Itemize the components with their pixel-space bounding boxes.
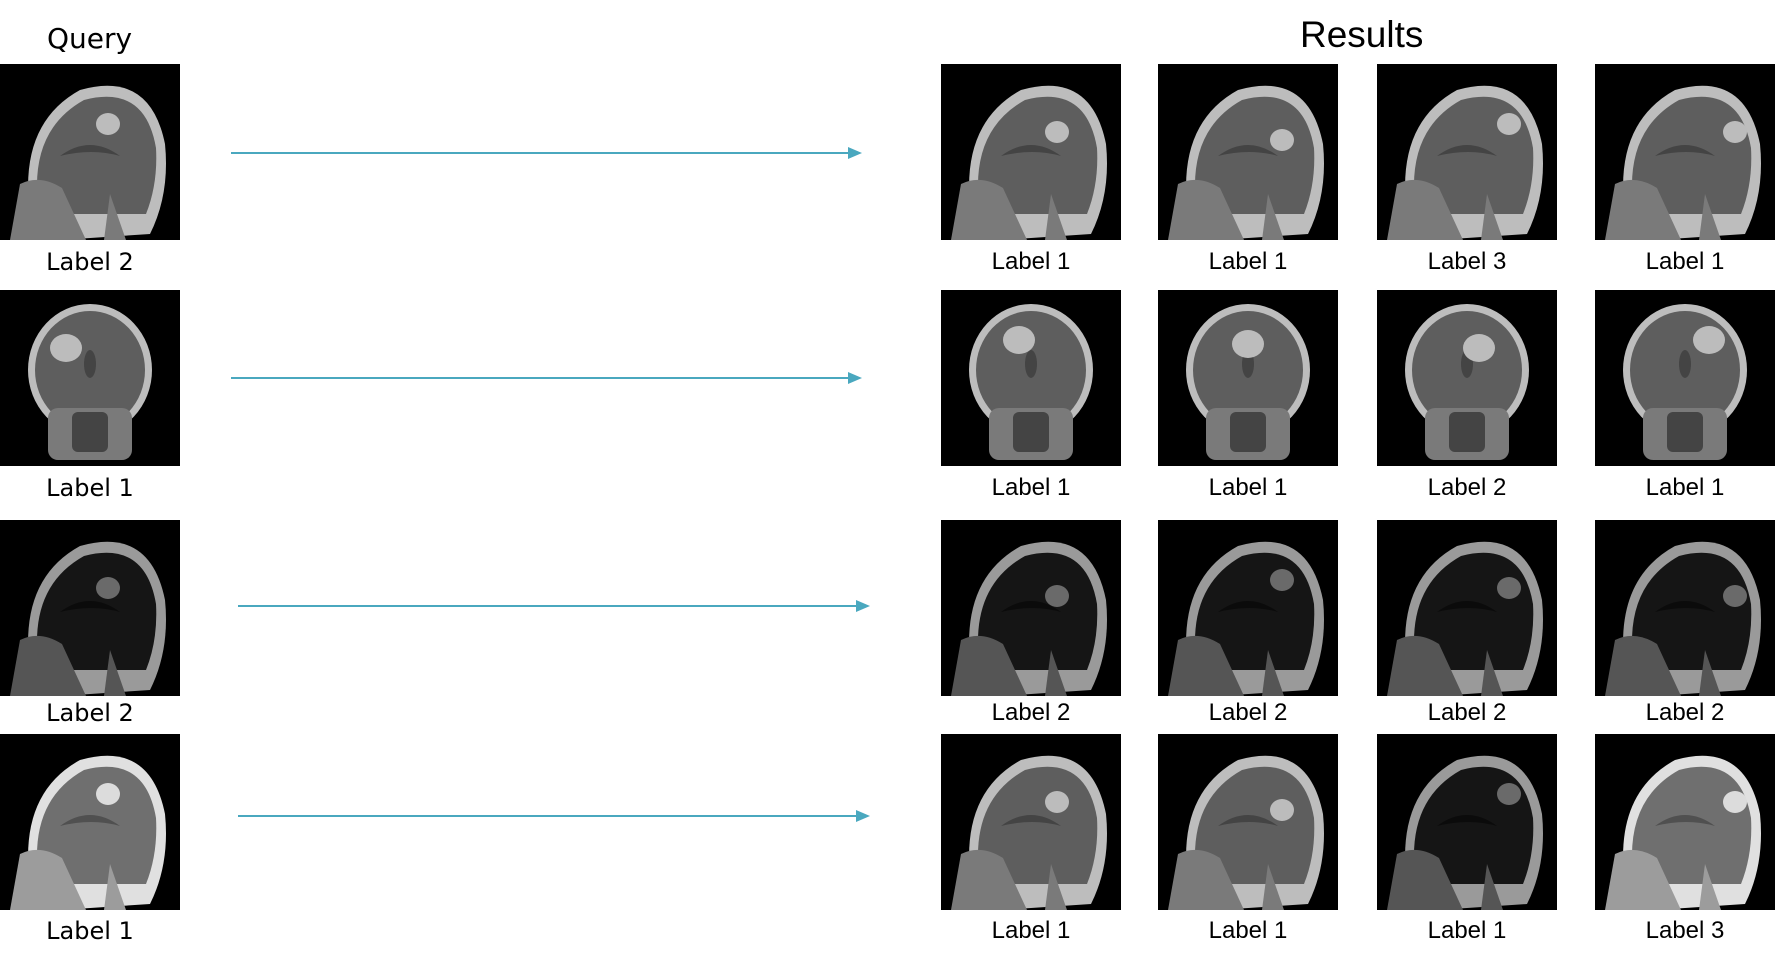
result-scan-image (1158, 734, 1338, 910)
result-label: Label 1 (1208, 248, 1288, 275)
results-title: Results (1300, 14, 1424, 55)
result-label: Label 2 (1645, 699, 1725, 726)
result-label: Label 1 (991, 917, 1071, 944)
query-label: Label 1 (46, 917, 134, 945)
result-scan-image (1377, 734, 1557, 910)
result-scan-image (941, 734, 1121, 910)
result-label: Label 1 (991, 474, 1071, 501)
retrieval-arrow (231, 372, 862, 384)
result-scan-image (1158, 290, 1338, 466)
result-scan-image (1377, 520, 1557, 696)
result-label: Label 2 (1208, 699, 1288, 726)
result-label: Label 3 (1427, 248, 1507, 275)
result-scan-image (1595, 290, 1775, 466)
query-title: Query (47, 22, 133, 55)
result-scan-image (941, 520, 1121, 696)
result-scan-image (1595, 734, 1775, 910)
result-label: Label 3 (1645, 917, 1725, 944)
query-label: Label 1 (46, 474, 134, 502)
query-scan-image (0, 64, 180, 240)
result-label: Label 1 (991, 248, 1071, 275)
query-label: Label 2 (46, 699, 134, 727)
result-label: Label 1 (1645, 474, 1725, 501)
retrieval-arrow (238, 600, 870, 612)
result-label: Label 1 (1645, 248, 1725, 275)
result-scan-image (1377, 290, 1557, 466)
query-scan-image (0, 290, 180, 466)
result-label: Label 1 (1208, 917, 1288, 944)
result-label: Label 2 (1427, 474, 1507, 501)
result-scan-image (1595, 520, 1775, 696)
result-scan-image (941, 290, 1121, 466)
result-scan-image (941, 64, 1121, 240)
result-label: Label 1 (1427, 917, 1507, 944)
result-scan-image (1595, 64, 1775, 240)
query-scan-image (0, 520, 180, 696)
result-scan-image (1158, 520, 1338, 696)
result-label: Label 1 (1208, 474, 1288, 501)
result-scan-image (1158, 64, 1338, 240)
retrieval-arrow (231, 147, 862, 159)
query-label: Label 2 (46, 248, 134, 276)
query-scan-image (0, 734, 180, 910)
result-label: Label 2 (991, 699, 1071, 726)
retrieval-arrow (238, 810, 870, 822)
result-label: Label 2 (1427, 699, 1507, 726)
result-scan-image (1377, 64, 1557, 240)
